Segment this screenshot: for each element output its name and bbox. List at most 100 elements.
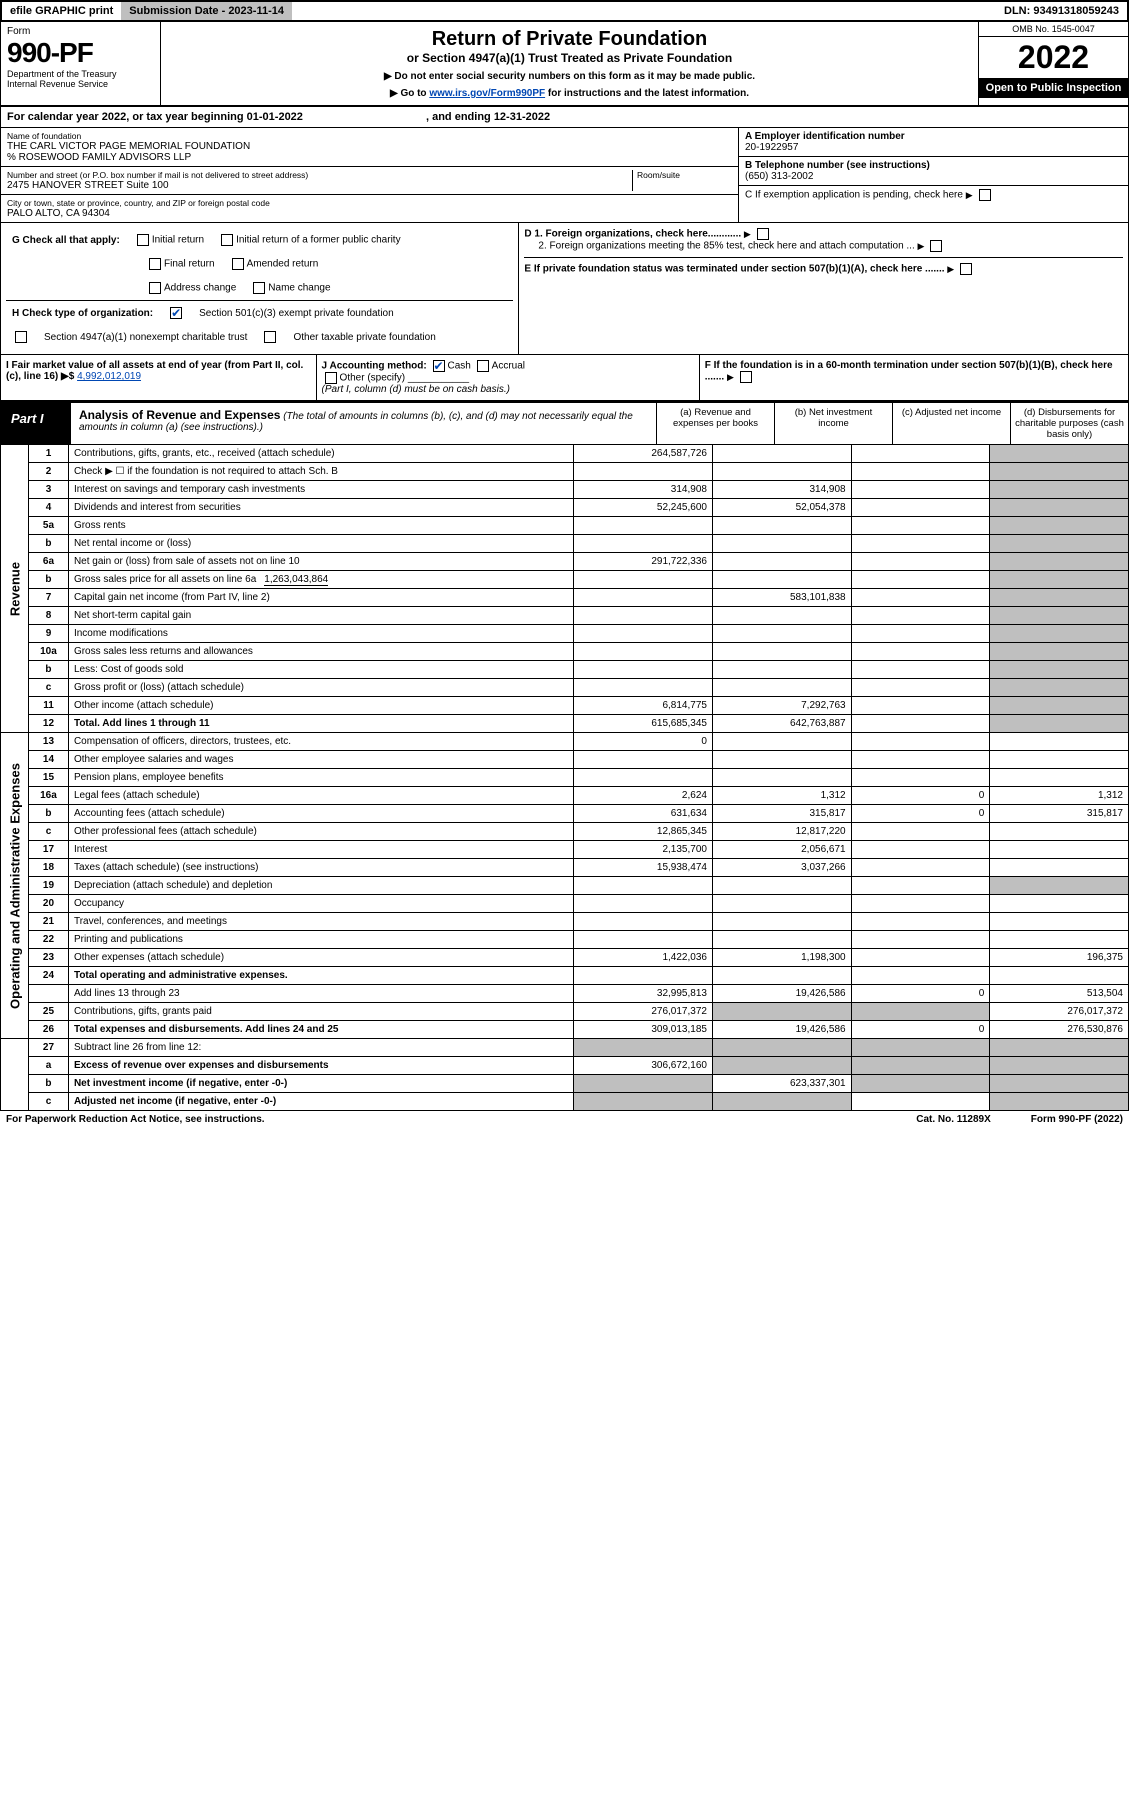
d2: 2. Foreign organizations meeting the 85%… [538,241,914,252]
form-header: Form 990-PF Department of the Treasury I… [0,22,1129,105]
g-address-checkbox[interactable] [149,282,161,294]
table-row: cAdjusted net income (if negative, enter… [29,1093,1129,1111]
table-row: 20Occupancy [29,895,1129,913]
phone: (650) 313-2002 [745,171,1122,182]
form-title: Return of Private Foundation [167,28,972,51]
i-j-f-block: I Fair market value of all assets at end… [0,355,1129,401]
footer: For Paperwork Reduction Act Notice, see … [0,1111,1129,1128]
table-row: Add lines 13 through 2332,995,81319,426,… [29,985,1129,1003]
submission-date: Submission Date - 2023-11-14 [121,2,292,20]
dept: Department of the Treasury [7,69,154,79]
h-501c3-checkbox[interactable] [170,307,182,319]
table-row: 1Contributions, gifts, grants, etc., rec… [29,445,1129,463]
i-val[interactable]: 4,992,012,019 [77,371,141,382]
phone-lbl: B Telephone number (see instructions) [745,160,930,171]
summary-vlabel [0,1039,28,1111]
table-row: bNet rental income or (loss) [29,535,1129,553]
h-other-checkbox[interactable] [264,331,276,343]
table-row: 23Other expenses (attach schedule)1,422,… [29,949,1129,967]
summary-table: 27Subtract line 26 from line 12:aExcess … [28,1039,1129,1111]
j-lbl: J Accounting method: [322,361,427,372]
calendar-year-row: For calendar year 2022, or tax year begi… [0,105,1129,128]
revenue-table: 1Contributions, gifts, grants, etc., rec… [28,445,1129,733]
col-d: (d) Disbursements for charitable purpose… [1010,403,1128,444]
revenue-section: Revenue 1Contributions, gifts, grants, e… [0,445,1129,733]
g-initial-checkbox[interactable] [137,234,149,246]
form-number: 990-PF [7,37,154,69]
table-row: bGross sales price for all assets on lin… [29,571,1129,589]
h-lbl: H Check type of organization: [12,308,153,319]
revenue-vlabel: Revenue [0,445,28,733]
j-cash-checkbox[interactable] [433,360,445,372]
col-c: (c) Adjusted net income [892,403,1010,444]
note2: ▶ Go to www.irs.gov/Form990PF for instru… [167,88,972,99]
table-row: 2Check ▶ ☐ if the foundation is not requ… [29,463,1129,481]
g-name-checkbox[interactable] [253,282,265,294]
foundation-name: THE CARL VICTOR PAGE MEMORIAL FOUNDATION [7,141,732,152]
table-row: bLess: Cost of goods sold [29,661,1129,679]
ein: 20-1922957 [745,142,1122,153]
table-row: 16aLegal fees (attach schedule)2,6241,31… [29,787,1129,805]
part1-header: Part I Analysis of Revenue and Expenses … [0,401,1129,445]
city: PALO ALTO, CA 94304 [7,208,732,219]
part1-label: Part I [1,403,71,444]
info-block: Name of foundation THE CARL VICTOR PAGE … [0,128,1129,223]
d2-checkbox[interactable] [930,240,942,252]
foundation-name2: % ROSEWOOD FAMILY ADVISORS LLP [7,152,732,163]
g-amended-checkbox[interactable] [232,258,244,270]
table-row: 13Compensation of officers, directors, t… [29,733,1129,751]
table-row: cGross profit or (loss) (attach schedule… [29,679,1129,697]
e-checkbox[interactable] [960,263,972,275]
d1-checkbox[interactable] [757,228,769,240]
table-row: 22Printing and publications [29,931,1129,949]
f-text: F If the foundation is in a 60-month ter… [705,360,1113,383]
tax-year: 2022 [979,37,1128,78]
summary-section: 27Subtract line 26 from line 12:aExcess … [0,1039,1129,1111]
part1-title: Analysis of Revenue and Expenses [79,408,280,422]
note1: ▶ Do not enter social security numbers o… [167,71,972,82]
table-row: 15Pension plans, employee benefits [29,769,1129,787]
c-text: C If exemption application is pending, c… [745,190,963,201]
footer-cat: Cat. No. 11289X [916,1114,990,1125]
dln: DLN: 93491318059243 [996,2,1127,20]
table-row: 3Interest on savings and temporary cash … [29,481,1129,499]
footer-right: Form 990-PF (2022) [1031,1114,1123,1125]
name-lbl: Name of foundation [7,131,732,141]
form-word: Form [7,26,154,37]
table-row: bAccounting fees (attach schedule)631,63… [29,805,1129,823]
table-row: 9Income modifications [29,625,1129,643]
col-b: (b) Net investment income [774,403,892,444]
table-row: 4Dividends and interest from securities5… [29,499,1129,517]
table-row: 26Total expenses and disbursements. Add … [29,1021,1129,1039]
g-initial-public-checkbox[interactable] [221,234,233,246]
form-subtitle: or Section 4947(a)(1) Trust Treated as P… [167,51,972,65]
table-row: 11Other income (attach schedule)6,814,77… [29,697,1129,715]
top-bar: efile GRAPHIC print Submission Date - 20… [0,0,1129,22]
e: E If private foundation status was termi… [524,264,944,275]
c-checkbox[interactable] [979,189,991,201]
f-checkbox[interactable] [740,371,752,383]
j-note: (Part I, column (d) must be on cash basi… [322,384,510,395]
j-other-checkbox[interactable] [325,372,337,384]
d1: D 1. Foreign organizations, check here..… [524,229,741,240]
table-row: 12Total. Add lines 1 through 11615,685,3… [29,715,1129,733]
table-row: bNet investment income (if negative, ent… [29,1075,1129,1093]
h-4947-checkbox[interactable] [15,331,27,343]
table-row: 6aNet gain or (loss) from sale of assets… [29,553,1129,571]
addr-lbl: Number and street (or P.O. box number if… [7,170,632,180]
g-h-block: G Check all that apply: Initial return I… [0,223,1129,355]
table-row: 19Depreciation (attach schedule) and dep… [29,877,1129,895]
g-final-checkbox[interactable] [149,258,161,270]
table-row: 5aGross rents [29,517,1129,535]
table-row: 14Other employee salaries and wages [29,751,1129,769]
room-lbl: Room/suite [637,170,732,180]
expenses-table: 13Compensation of officers, directors, t… [28,733,1129,1039]
omb: OMB No. 1545-0047 [979,22,1128,37]
table-row: 21Travel, conferences, and meetings [29,913,1129,931]
table-row: 18Taxes (attach schedule) (see instructi… [29,859,1129,877]
i-lbl: I Fair market value of all assets at end… [6,360,303,382]
j-accrual-checkbox[interactable] [477,360,489,372]
instructions-link[interactable]: www.irs.gov/Form990PF [429,88,545,99]
table-row: 10aGross sales less returns and allowanc… [29,643,1129,661]
table-row: 24Total operating and administrative exp… [29,967,1129,985]
